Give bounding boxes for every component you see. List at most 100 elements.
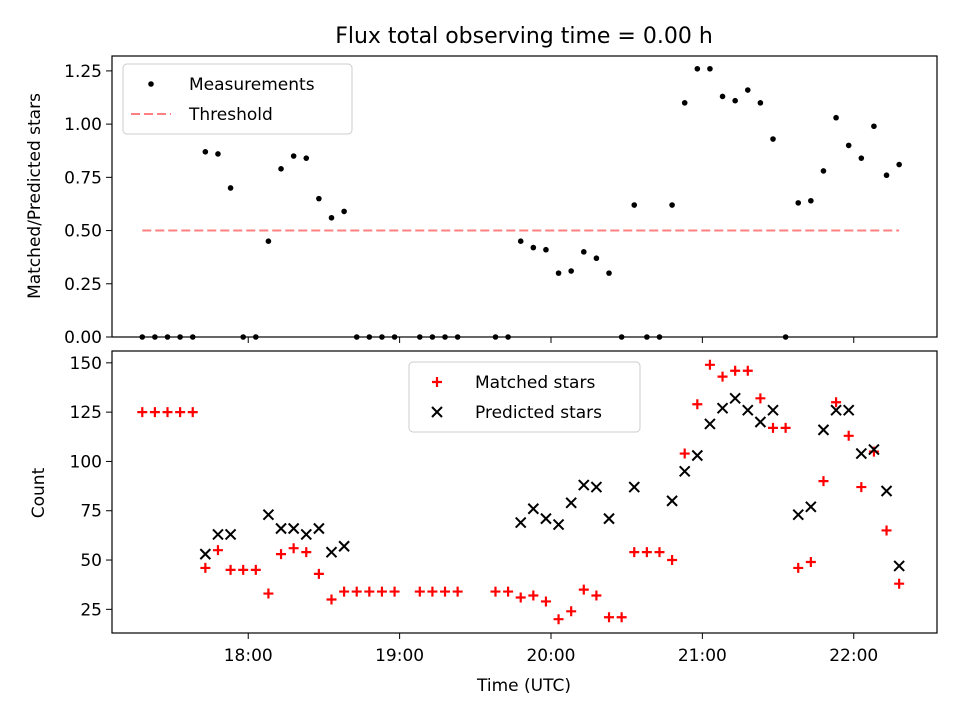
measurement-point [845, 142, 852, 149]
matched-star-point [212, 545, 223, 556]
measurement-point [139, 334, 146, 340]
measurement-point [152, 334, 158, 340]
legend-plus-marker [432, 377, 442, 387]
predicted-star-point [767, 404, 779, 416]
predicted-star-point [842, 404, 855, 416]
measurement-point [707, 65, 713, 72]
predicted-star-point [716, 402, 729, 414]
matched-star-point [301, 547, 312, 558]
matched-star-point [414, 586, 425, 597]
predicted-star-point [754, 416, 767, 428]
y-tick-label: 0.50 [64, 222, 102, 242]
legend-label: Measurements [189, 75, 315, 95]
matched-star-point [843, 430, 854, 441]
matched-star-point [326, 594, 337, 605]
predicted-star-point [224, 528, 237, 541]
predicted-star-point [212, 528, 224, 541]
matched-star-point [553, 614, 564, 625]
measurement-point [694, 65, 701, 72]
matched-star-point [805, 557, 816, 568]
x-axis-label: Time (UTC) [476, 676, 571, 696]
plot-frame [111, 55, 938, 338]
predicted-star-point [275, 522, 287, 535]
measurement-point [618, 334, 625, 340]
measurement-point [681, 100, 688, 106]
predicted-star-point [527, 503, 540, 515]
x-tick-label: 20:00 [526, 646, 575, 666]
measurement-point [871, 123, 877, 130]
predicted-star-point [552, 518, 565, 531]
matched-star-point [704, 359, 715, 370]
matched-star-point [452, 586, 463, 597]
predicted-star-point [603, 512, 615, 525]
legend-frame [408, 361, 641, 433]
predicted-star-point [313, 522, 325, 535]
y-tick-label: 0.25 [64, 275, 102, 295]
predicted-star-point [704, 418, 716, 430]
y-tick-label: 0.75 [64, 168, 102, 188]
y-tick-label: 0.00 [64, 328, 102, 348]
y-tick-label: 75 [80, 502, 102, 522]
measurement-point [316, 195, 322, 202]
predicted-star-point [590, 481, 603, 493]
legend-label: Threshold [188, 105, 273, 125]
matched-star-point [313, 568, 324, 579]
measurement-point [555, 270, 562, 276]
measurement-point [580, 249, 587, 255]
legend-dot-marker [148, 81, 154, 87]
measurement-point [820, 168, 827, 174]
predicted-star-point [515, 516, 527, 529]
matched-star-point [730, 365, 741, 376]
predicted-star-point [893, 560, 905, 572]
measurement-point [416, 334, 423, 340]
measurement-point [795, 200, 802, 206]
matched-star-point [667, 555, 678, 566]
x-tick-label: 21:00 [678, 646, 727, 666]
matched-star-point [351, 586, 362, 597]
measurement-point [379, 334, 385, 340]
matched-star-point [881, 525, 892, 536]
matched-star-point [604, 612, 615, 623]
predicted-star-point [666, 495, 678, 507]
count-plot-area: 25 50 75 100 125 150 18:00 19:00 20:00 21:00 22:00 [70, 350, 938, 666]
measurement-point [530, 244, 537, 251]
measurement-point [757, 100, 764, 106]
predicted-star-point [262, 508, 275, 521]
measurement-point [253, 334, 259, 340]
matched-star-point [339, 586, 350, 597]
y-tick-label: 1.00 [64, 115, 102, 135]
measurement-point [442, 334, 448, 340]
measurement-point [808, 197, 814, 204]
count-legend: Matched stars Predicted stars [408, 361, 641, 433]
matched-star-point [175, 407, 186, 418]
measurement-point [744, 87, 751, 93]
predicted-star-point [578, 479, 590, 491]
predicted-star-point [830, 404, 842, 416]
measurement-point [164, 334, 171, 340]
measurement-point [391, 334, 398, 340]
predicted-star-point [742, 404, 754, 416]
predicted-star-point [325, 546, 338, 558]
measurement-point [568, 268, 574, 274]
matched-star-point [250, 564, 261, 575]
measurement-point [644, 334, 650, 340]
measurement-point [606, 270, 612, 276]
matched-star-point [528, 590, 539, 601]
y-tick-label: 100 [70, 452, 102, 472]
measurement-point [492, 334, 499, 340]
y-tick-label: 1.25 [64, 62, 102, 82]
x-tick-label: 18:00 [224, 646, 273, 666]
matched-star-point [490, 586, 501, 597]
matched-star-point [276, 549, 287, 560]
matched-star-point [162, 407, 173, 418]
predicted-star-point [691, 449, 704, 462]
measurement-point [202, 148, 209, 155]
matched-star-point [654, 547, 665, 558]
measurement-point [189, 334, 196, 340]
count-y-axis-label: Count [29, 467, 49, 518]
matched-star-point [515, 592, 526, 603]
legend-x-marker [431, 406, 443, 418]
legend-label: Predicted stars [475, 403, 602, 423]
legend-label: Matched stars [475, 373, 595, 393]
matched-star-point [288, 543, 299, 554]
